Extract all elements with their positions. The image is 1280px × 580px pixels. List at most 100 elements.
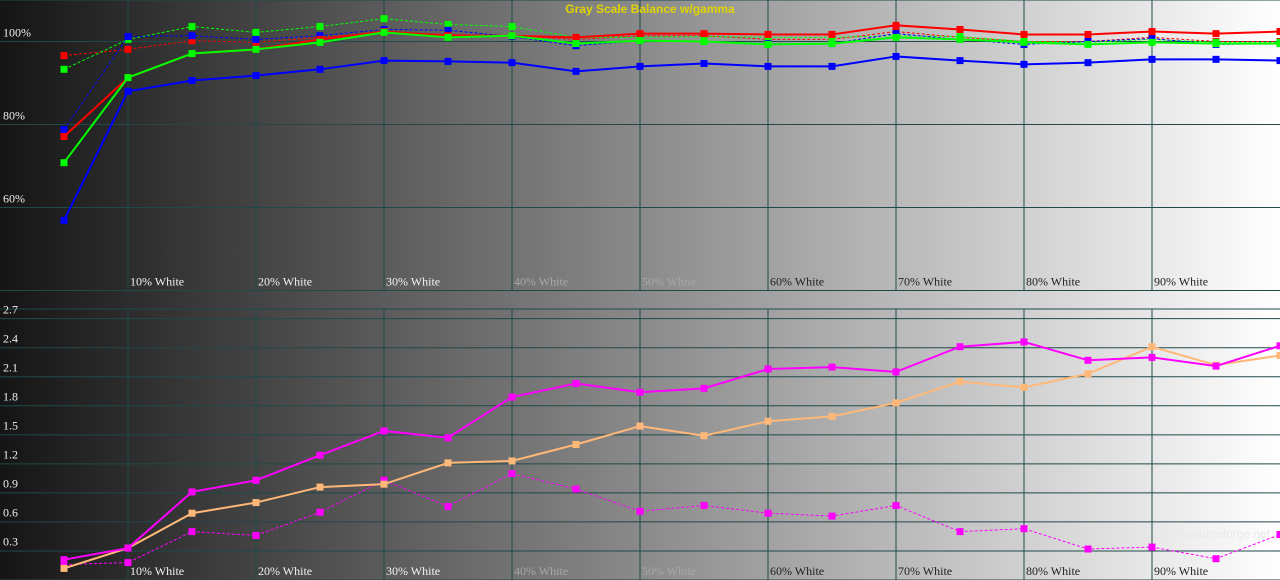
point [636,422,644,430]
point [188,50,196,58]
point [1212,555,1220,563]
point [764,30,772,38]
x-tick-label: 10% White [130,564,184,578]
point [828,62,836,70]
point [1148,28,1156,36]
y-tick-label: 2.4 [3,331,18,345]
point [636,30,644,38]
point [572,441,580,448]
point [124,87,132,95]
point [444,33,452,41]
point [892,30,900,38]
point [188,32,196,40]
series-line [63,473,1280,566]
point [892,21,900,29]
series-line [63,28,1280,130]
point [60,159,68,167]
point [1212,362,1220,370]
point [700,432,708,440]
y-tick-label: 1.8 [3,390,18,404]
point [1020,525,1028,533]
point [60,216,68,224]
point [1276,28,1280,36]
y-tick-label: 1.5 [3,419,18,433]
point [60,65,68,73]
point [508,23,516,31]
point [572,40,580,48]
point [892,368,900,376]
point [700,384,708,392]
x-tick-label: 50% White [642,274,696,288]
x-tick-label: 40% White [514,274,568,288]
point [444,502,452,510]
point [828,512,836,520]
point [1020,383,1028,391]
point [380,476,388,484]
point [828,30,836,38]
point [572,485,580,493]
x-tick-label: 70% White [898,564,952,578]
point [380,28,388,36]
point [956,57,964,65]
point [1020,60,1028,68]
point [764,62,772,70]
point [444,57,452,65]
point [956,25,964,33]
point [124,74,132,82]
x-tick-label: 40% White [514,564,568,578]
x-tick-label: 90% White [1154,564,1208,578]
point [764,417,772,425]
point [636,62,644,70]
point [60,556,68,564]
point [252,35,260,43]
point [508,32,516,40]
point [764,365,772,373]
point [444,459,452,467]
x-tick-label: 30% White [386,564,440,578]
point [124,559,132,567]
point [1084,545,1092,553]
point [764,509,772,517]
point [316,508,324,516]
point [252,531,260,539]
point [316,451,324,459]
point [700,30,708,38]
y-tick-label: 1.2 [3,448,18,462]
point [572,380,580,388]
point [636,37,644,45]
point [892,399,900,407]
x-tick-label: 10% White [130,274,184,288]
y-tick-label: 0.3 [3,535,18,549]
point [1084,59,1092,67]
series-line [63,340,1280,561]
point [316,32,324,40]
point [124,45,132,53]
point [252,499,260,507]
point [188,77,196,85]
series-line [63,55,1280,221]
point [700,38,708,45]
y-tick-label: 0.6 [3,506,18,520]
point [60,561,68,569]
point [828,363,836,371]
point [1276,342,1280,350]
point [956,528,964,536]
y-tick-label: 0.9 [3,477,18,491]
point [1148,35,1156,43]
x-tick-label: 30% White [386,274,440,288]
point [316,483,324,491]
point [828,40,836,48]
point [1212,40,1220,48]
point [316,23,324,31]
point [124,33,132,41]
point [380,427,388,435]
point [1084,356,1092,364]
point [188,528,196,536]
point [1020,30,1028,38]
point [1084,30,1092,38]
point [316,38,324,46]
point [444,20,452,28]
x-tick-label: 80% White [1026,274,1080,288]
